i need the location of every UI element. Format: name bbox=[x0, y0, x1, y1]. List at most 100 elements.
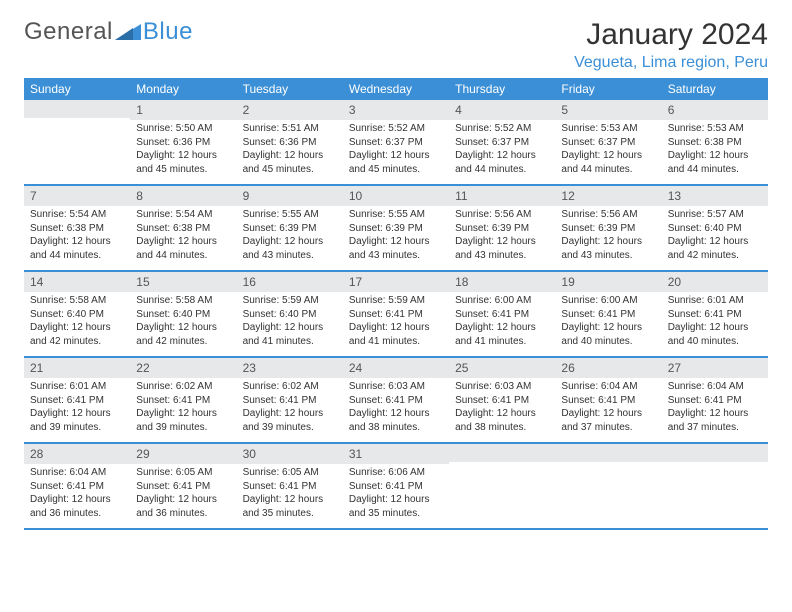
sunset-text: Sunset: 6:39 PM bbox=[561, 222, 655, 236]
daylight-text: Daylight: 12 hours and 43 minutes. bbox=[349, 235, 443, 262]
weekday-sunday: Sunday bbox=[24, 78, 130, 100]
day-number: 12 bbox=[555, 186, 661, 206]
day-cell: 9Sunrise: 5:55 AMSunset: 6:39 PMDaylight… bbox=[237, 186, 343, 270]
sunset-text: Sunset: 6:41 PM bbox=[30, 394, 124, 408]
month-title: January 2024 bbox=[574, 18, 768, 52]
day-cell: 20Sunrise: 6:01 AMSunset: 6:41 PMDayligh… bbox=[662, 272, 768, 356]
day-number: 5 bbox=[555, 100, 661, 120]
day-cell: 1Sunrise: 5:50 AMSunset: 6:36 PMDaylight… bbox=[130, 100, 236, 184]
day-cell: 2Sunrise: 5:51 AMSunset: 6:36 PMDaylight… bbox=[237, 100, 343, 184]
sunset-text: Sunset: 6:36 PM bbox=[136, 136, 230, 150]
sunrise-text: Sunrise: 6:03 AM bbox=[455, 380, 549, 394]
logo: General Blue bbox=[24, 18, 193, 46]
sunset-text: Sunset: 6:36 PM bbox=[243, 136, 337, 150]
sunrise-text: Sunrise: 6:00 AM bbox=[561, 294, 655, 308]
day-cell: 24Sunrise: 6:03 AMSunset: 6:41 PMDayligh… bbox=[343, 358, 449, 442]
daylight-text: Daylight: 12 hours and 35 minutes. bbox=[243, 493, 337, 520]
day-cell: 11Sunrise: 5:56 AMSunset: 6:39 PMDayligh… bbox=[449, 186, 555, 270]
day-number: 19 bbox=[555, 272, 661, 292]
day-number: 17 bbox=[343, 272, 449, 292]
sunset-text: Sunset: 6:41 PM bbox=[243, 394, 337, 408]
day-cell: 7Sunrise: 5:54 AMSunset: 6:38 PMDaylight… bbox=[24, 186, 130, 270]
day-content: Sunrise: 5:50 AMSunset: 6:36 PMDaylight:… bbox=[130, 120, 236, 182]
day-number: 24 bbox=[343, 358, 449, 378]
sunrise-text: Sunrise: 5:54 AM bbox=[136, 208, 230, 222]
daylight-text: Daylight: 12 hours and 42 minutes. bbox=[30, 321, 124, 348]
sunrise-text: Sunrise: 6:05 AM bbox=[243, 466, 337, 480]
day-number: 28 bbox=[24, 444, 130, 464]
sunset-text: Sunset: 6:41 PM bbox=[561, 308, 655, 322]
week-row: 1Sunrise: 5:50 AMSunset: 6:36 PMDaylight… bbox=[24, 100, 768, 186]
daylight-text: Daylight: 12 hours and 43 minutes. bbox=[243, 235, 337, 262]
sunrise-text: Sunrise: 5:55 AM bbox=[349, 208, 443, 222]
day-number: 26 bbox=[555, 358, 661, 378]
sunset-text: Sunset: 6:41 PM bbox=[136, 480, 230, 494]
day-content: Sunrise: 6:00 AMSunset: 6:41 PMDaylight:… bbox=[555, 292, 661, 354]
weekday-friday: Friday bbox=[555, 78, 661, 100]
sunrise-text: Sunrise: 6:03 AM bbox=[349, 380, 443, 394]
sunrise-text: Sunrise: 5:53 AM bbox=[561, 122, 655, 136]
day-cell: 17Sunrise: 5:59 AMSunset: 6:41 PMDayligh… bbox=[343, 272, 449, 356]
day-content: Sunrise: 6:01 AMSunset: 6:41 PMDaylight:… bbox=[24, 378, 130, 440]
day-content: Sunrise: 6:04 AMSunset: 6:41 PMDaylight:… bbox=[24, 464, 130, 526]
sunrise-text: Sunrise: 5:55 AM bbox=[243, 208, 337, 222]
weekday-wednesday: Wednesday bbox=[343, 78, 449, 100]
logo-triangle-icon bbox=[115, 22, 141, 42]
sunset-text: Sunset: 6:41 PM bbox=[243, 480, 337, 494]
day-content: Sunrise: 6:03 AMSunset: 6:41 PMDaylight:… bbox=[449, 378, 555, 440]
sunrise-text: Sunrise: 5:54 AM bbox=[30, 208, 124, 222]
sunrise-text: Sunrise: 5:59 AM bbox=[243, 294, 337, 308]
daylight-text: Daylight: 12 hours and 41 minutes. bbox=[349, 321, 443, 348]
day-number: 6 bbox=[662, 100, 768, 120]
daylight-text: Daylight: 12 hours and 42 minutes. bbox=[136, 321, 230, 348]
day-cell: 5Sunrise: 5:53 AMSunset: 6:37 PMDaylight… bbox=[555, 100, 661, 184]
week-row: 7Sunrise: 5:54 AMSunset: 6:38 PMDaylight… bbox=[24, 186, 768, 272]
weekday-saturday: Saturday bbox=[662, 78, 768, 100]
daylight-text: Daylight: 12 hours and 44 minutes. bbox=[668, 149, 762, 176]
day-number: 13 bbox=[662, 186, 768, 206]
sunrise-text: Sunrise: 5:58 AM bbox=[30, 294, 124, 308]
day-number: 30 bbox=[237, 444, 343, 464]
day-cell: 12Sunrise: 5:56 AMSunset: 6:39 PMDayligh… bbox=[555, 186, 661, 270]
day-cell: 29Sunrise: 6:05 AMSunset: 6:41 PMDayligh… bbox=[130, 444, 236, 528]
sunset-text: Sunset: 6:41 PM bbox=[561, 394, 655, 408]
sunrise-text: Sunrise: 6:06 AM bbox=[349, 466, 443, 480]
day-cell: 21Sunrise: 6:01 AMSunset: 6:41 PMDayligh… bbox=[24, 358, 130, 442]
day-content: Sunrise: 5:59 AMSunset: 6:41 PMDaylight:… bbox=[343, 292, 449, 354]
sunrise-text: Sunrise: 6:02 AM bbox=[243, 380, 337, 394]
day-cell: 27Sunrise: 6:04 AMSunset: 6:41 PMDayligh… bbox=[662, 358, 768, 442]
day-content: Sunrise: 5:51 AMSunset: 6:36 PMDaylight:… bbox=[237, 120, 343, 182]
sunrise-text: Sunrise: 6:04 AM bbox=[561, 380, 655, 394]
sunset-text: Sunset: 6:37 PM bbox=[561, 136, 655, 150]
sunrise-text: Sunrise: 5:52 AM bbox=[455, 122, 549, 136]
sunset-text: Sunset: 6:37 PM bbox=[455, 136, 549, 150]
daylight-text: Daylight: 12 hours and 39 minutes. bbox=[243, 407, 337, 434]
daylight-text: Daylight: 12 hours and 36 minutes. bbox=[30, 493, 124, 520]
day-cell: 31Sunrise: 6:06 AMSunset: 6:41 PMDayligh… bbox=[343, 444, 449, 528]
weekday-header-row: Sunday Monday Tuesday Wednesday Thursday… bbox=[24, 78, 768, 100]
day-number: 22 bbox=[130, 358, 236, 378]
sunrise-text: Sunrise: 5:56 AM bbox=[561, 208, 655, 222]
daylight-text: Daylight: 12 hours and 42 minutes. bbox=[668, 235, 762, 262]
day-number: 18 bbox=[449, 272, 555, 292]
day-content: Sunrise: 5:59 AMSunset: 6:40 PMDaylight:… bbox=[237, 292, 343, 354]
sunset-text: Sunset: 6:41 PM bbox=[455, 394, 549, 408]
daylight-text: Daylight: 12 hours and 35 minutes. bbox=[349, 493, 443, 520]
daylight-text: Daylight: 12 hours and 39 minutes. bbox=[30, 407, 124, 434]
daylight-text: Daylight: 12 hours and 44 minutes. bbox=[30, 235, 124, 262]
day-number: 27 bbox=[662, 358, 768, 378]
day-number: 7 bbox=[24, 186, 130, 206]
sunset-text: Sunset: 6:39 PM bbox=[349, 222, 443, 236]
daylight-text: Daylight: 12 hours and 44 minutes. bbox=[455, 149, 549, 176]
weeks-container: 1Sunrise: 5:50 AMSunset: 6:36 PMDaylight… bbox=[24, 100, 768, 530]
sunset-text: Sunset: 6:37 PM bbox=[349, 136, 443, 150]
daylight-text: Daylight: 12 hours and 37 minutes. bbox=[561, 407, 655, 434]
day-cell: 22Sunrise: 6:02 AMSunset: 6:41 PMDayligh… bbox=[130, 358, 236, 442]
day-content: Sunrise: 5:52 AMSunset: 6:37 PMDaylight:… bbox=[343, 120, 449, 182]
day-number: 31 bbox=[343, 444, 449, 464]
daylight-text: Daylight: 12 hours and 39 minutes. bbox=[136, 407, 230, 434]
sunrise-text: Sunrise: 6:01 AM bbox=[30, 380, 124, 394]
sunset-text: Sunset: 6:41 PM bbox=[668, 394, 762, 408]
daylight-text: Daylight: 12 hours and 40 minutes. bbox=[668, 321, 762, 348]
day-number: 1 bbox=[130, 100, 236, 120]
